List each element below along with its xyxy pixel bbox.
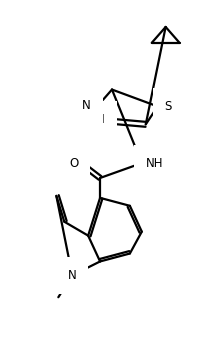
Text: N: N bbox=[82, 99, 91, 112]
Text: N: N bbox=[96, 113, 105, 126]
Text: NH: NH bbox=[146, 157, 163, 170]
Text: S: S bbox=[165, 100, 172, 113]
Text: N: N bbox=[68, 269, 77, 282]
Text: O: O bbox=[69, 157, 78, 170]
